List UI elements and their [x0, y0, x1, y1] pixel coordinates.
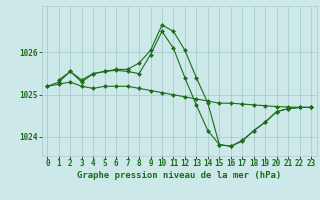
X-axis label: Graphe pression niveau de la mer (hPa): Graphe pression niveau de la mer (hPa): [77, 171, 281, 180]
